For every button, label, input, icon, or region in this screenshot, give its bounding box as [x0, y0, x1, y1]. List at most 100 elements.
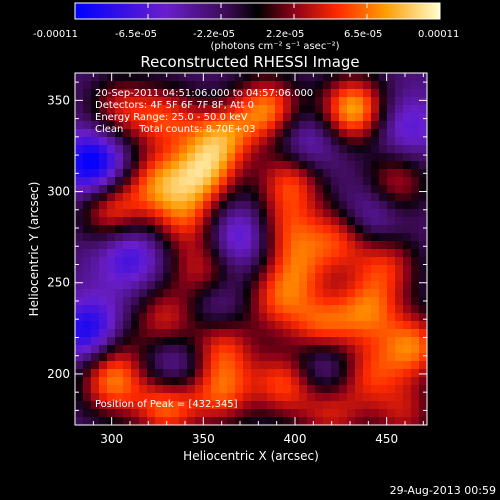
heatmap-cell — [235, 145, 244, 154]
heatmap-cell — [387, 105, 396, 114]
heatmap-cell — [291, 361, 300, 370]
heatmap-cell — [283, 217, 292, 226]
heatmap-cell — [371, 377, 380, 386]
heatmap-cell — [187, 329, 196, 338]
heatmap-cell — [195, 169, 204, 178]
heatmap-cell — [227, 393, 236, 402]
heatmap-cell — [187, 73, 196, 82]
heatmap-cell — [179, 353, 188, 362]
heatmap-cell — [227, 273, 236, 282]
heatmap-cell — [355, 169, 364, 178]
heatmap-cell — [211, 153, 220, 162]
heatmap-cell — [299, 81, 308, 90]
heatmap-cell — [131, 297, 140, 306]
heatmap-cell — [155, 281, 164, 290]
heatmap-cell — [107, 249, 116, 258]
x-tick-label: 450 — [375, 432, 398, 446]
heatmap-cell — [251, 249, 260, 258]
heatmap-cell — [403, 225, 412, 234]
heatmap-cell — [91, 417, 100, 425]
heatmap-cell — [363, 137, 372, 146]
heatmap-cell — [131, 209, 140, 218]
heatmap-cell — [107, 121, 116, 130]
heatmap-cell — [323, 225, 332, 234]
heatmap-cell — [259, 193, 268, 202]
heatmap-cell — [275, 209, 284, 218]
heatmap-cell — [147, 401, 156, 410]
heatmap-cell — [107, 329, 116, 338]
heatmap-cell — [243, 385, 252, 394]
heatmap-cell — [115, 121, 124, 130]
heatmap-cell — [307, 313, 316, 322]
heatmap-cell — [219, 185, 228, 194]
heatmap-cell — [91, 177, 100, 186]
heatmap-cell — [387, 121, 396, 130]
heatmap-cell — [131, 241, 140, 250]
heatmap-cell — [331, 249, 340, 258]
heatmap-cell — [283, 273, 292, 282]
heatmap-cell — [227, 329, 236, 338]
heatmap-cell — [107, 273, 116, 282]
heatmap-cell — [171, 369, 180, 378]
heatmap-cell — [315, 217, 324, 226]
heatmap-cell — [307, 209, 316, 218]
heatmap-cell — [275, 409, 284, 418]
heatmap-cell — [331, 185, 340, 194]
heatmap-cell — [403, 265, 412, 274]
heatmap-cell — [171, 89, 180, 98]
heatmap-cell — [75, 337, 84, 346]
heatmap-cell — [299, 345, 308, 354]
heatmap-cell — [387, 209, 396, 218]
heatmap-cell — [299, 273, 308, 282]
heatmap-cell — [123, 121, 132, 130]
heatmap-cell — [395, 345, 404, 354]
heatmap-cell — [163, 81, 172, 90]
heatmap-cell — [171, 289, 180, 298]
heatmap-cell — [139, 401, 148, 410]
heatmap-cell — [147, 201, 156, 210]
heatmap-cell — [419, 401, 427, 410]
heatmap-cell — [355, 321, 364, 330]
heatmap-cell — [131, 161, 140, 170]
heatmap-cell — [163, 249, 172, 258]
heatmap-cell — [339, 137, 348, 146]
footer-date: 29-Aug-2013 00:59 — [390, 484, 496, 497]
heatmap-cell — [315, 105, 324, 114]
heatmap-cell — [163, 233, 172, 242]
heatmap-cell — [203, 225, 212, 234]
heatmap-cell — [99, 321, 108, 330]
heatmap-cell — [315, 321, 324, 330]
heatmap-cell — [235, 233, 244, 242]
heatmap-cell — [371, 281, 380, 290]
heatmap-cell — [363, 113, 372, 122]
heatmap-cell — [411, 377, 420, 386]
heatmap-cell — [403, 97, 412, 106]
heatmap-cell — [339, 297, 348, 306]
heatmap-cell — [195, 193, 204, 202]
heatmap-cell — [411, 265, 420, 274]
heatmap-cell — [235, 417, 244, 425]
heatmap-cell — [75, 145, 84, 154]
heatmap-cell — [395, 289, 404, 298]
heatmap-cell — [251, 305, 260, 314]
heatmap-cell — [395, 305, 404, 314]
heatmap-cell — [283, 201, 292, 210]
heatmap-cell — [171, 353, 180, 362]
heatmap-cell — [267, 161, 276, 170]
heatmap-cell — [235, 249, 244, 258]
heatmap-cell — [219, 313, 228, 322]
heatmap-cell — [243, 89, 252, 98]
heatmap-cell — [379, 257, 388, 266]
heatmap-cell — [83, 385, 92, 394]
heatmap-cell — [363, 345, 372, 354]
annotation-energy-range: Energy Range: 25.0 - 50.0 keV — [95, 112, 248, 123]
heatmap-cell — [299, 281, 308, 290]
heatmap-cell — [403, 417, 412, 425]
heatmap-cell — [259, 97, 268, 106]
heatmap-cell — [267, 225, 276, 234]
heatmap-cell — [291, 113, 300, 122]
heatmap-cell — [171, 281, 180, 290]
heatmap-cell — [251, 337, 260, 346]
annotation-time-range: 20-Sep-2011 04:51:06.000 to 04:57:06.000 — [95, 88, 313, 99]
heatmap-cell — [339, 257, 348, 266]
